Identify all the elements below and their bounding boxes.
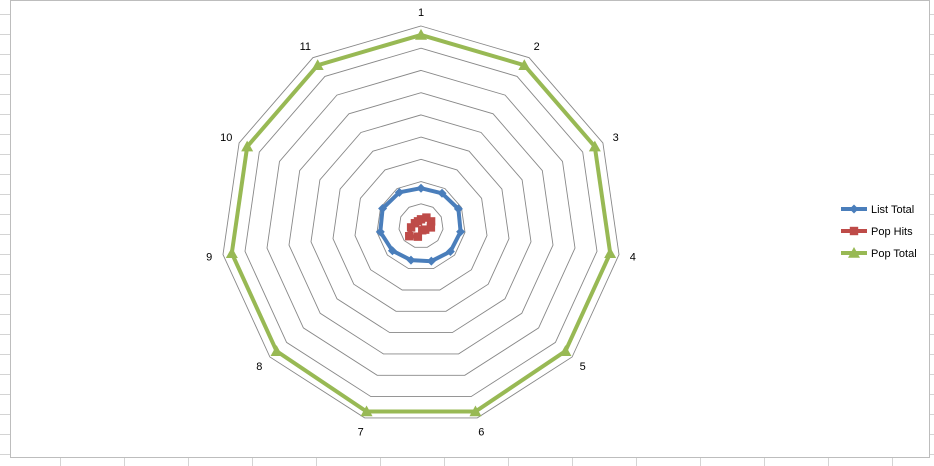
- data-point[interactable]: [416, 183, 426, 193]
- data-point[interactable]: [445, 246, 455, 256]
- grid-ring: [266, 69, 576, 376]
- grid-ring: [398, 203, 444, 248]
- grid-ring: [332, 136, 510, 312]
- data-point[interactable]: [469, 405, 482, 417]
- grid-ring: [376, 181, 466, 270]
- data-point[interactable]: [405, 231, 414, 241]
- legend-item[interactable]: Pop Total: [841, 247, 917, 260]
- data-point[interactable]: [270, 345, 283, 356]
- category-labels: 1 2 3 4 5 6 7 8 9 10 11: [206, 7, 636, 438]
- data-point[interactable]: [426, 223, 436, 232]
- data-point[interactable]: [375, 227, 385, 237]
- series-pop-hits: [405, 213, 436, 241]
- data-point[interactable]: [453, 204, 463, 214]
- data-point[interactable]: [437, 188, 447, 198]
- category-label: 8: [256, 361, 262, 373]
- data-point[interactable]: [418, 226, 427, 235]
- data-point[interactable]: [456, 227, 466, 237]
- category-label: 5: [580, 361, 586, 373]
- legend-label: Pop Total: [871, 248, 917, 260]
- data-point[interactable]: [241, 140, 254, 152]
- data-point[interactable]: [406, 255, 416, 265]
- data-point[interactable]: [387, 246, 397, 256]
- radar-chart: 1 2 3 4 5 6 7 8 9 10 11 List Total Pop Hits Pop Tota…: [206, 7, 917, 438]
- legend-marker[interactable]: [848, 247, 860, 258]
- legend-marker[interactable]: [849, 204, 859, 214]
- legend-marker[interactable]: [849, 226, 859, 236]
- data-point[interactable]: [360, 405, 373, 417]
- category-label: 3: [613, 132, 619, 144]
- category-label: 7: [358, 426, 364, 438]
- data-point[interactable]: [604, 247, 617, 258]
- legend-item[interactable]: List Total: [841, 204, 914, 216]
- data-point[interactable]: [413, 217, 423, 226]
- series-line[interactable]: [229, 32, 613, 414]
- category-label: 9: [206, 252, 212, 264]
- legend[interactable]: List Total Pop Hits Pop Total: [841, 204, 917, 260]
- chart-area[interactable]: 1 2 3 4 5 6 7 8 9 10 11 List Total Pop Hits Pop Tota…: [10, 0, 930, 458]
- series-layer: [225, 28, 617, 417]
- grid-ring: [354, 158, 488, 291]
- category-label: 1: [418, 7, 424, 19]
- data-point[interactable]: [225, 247, 238, 258]
- category-label: 11: [300, 41, 311, 53]
- legend-label: List Total: [871, 204, 914, 216]
- series-pop-total: [225, 28, 617, 417]
- legend-item[interactable]: Pop Hits: [841, 226, 913, 238]
- category-label: 2: [534, 41, 540, 53]
- data-point[interactable]: [394, 187, 404, 197]
- legend-label: Pop Hits: [871, 226, 913, 238]
- grid-ring: [288, 92, 554, 355]
- grid-ring: [244, 47, 598, 398]
- category-label: 10: [220, 132, 232, 144]
- data-point[interactable]: [426, 217, 436, 226]
- data-point[interactable]: [311, 59, 324, 71]
- data-point[interactable]: [415, 28, 427, 40]
- grid-ring: [222, 25, 620, 419]
- data-point[interactable]: [588, 140, 601, 152]
- data-point[interactable]: [518, 59, 531, 71]
- data-point[interactable]: [378, 203, 388, 213]
- series-list-total: [375, 183, 466, 266]
- data-point[interactable]: [422, 213, 431, 222]
- data-point[interactable]: [413, 232, 423, 241]
- data-point[interactable]: [426, 256, 436, 266]
- data-point[interactable]: [559, 345, 572, 356]
- grid-ring: [310, 114, 532, 334]
- series-line[interactable]: [378, 186, 463, 264]
- category-label: 4: [630, 252, 636, 264]
- radar-gridlines: [222, 25, 620, 419]
- category-label: 6: [478, 426, 484, 438]
